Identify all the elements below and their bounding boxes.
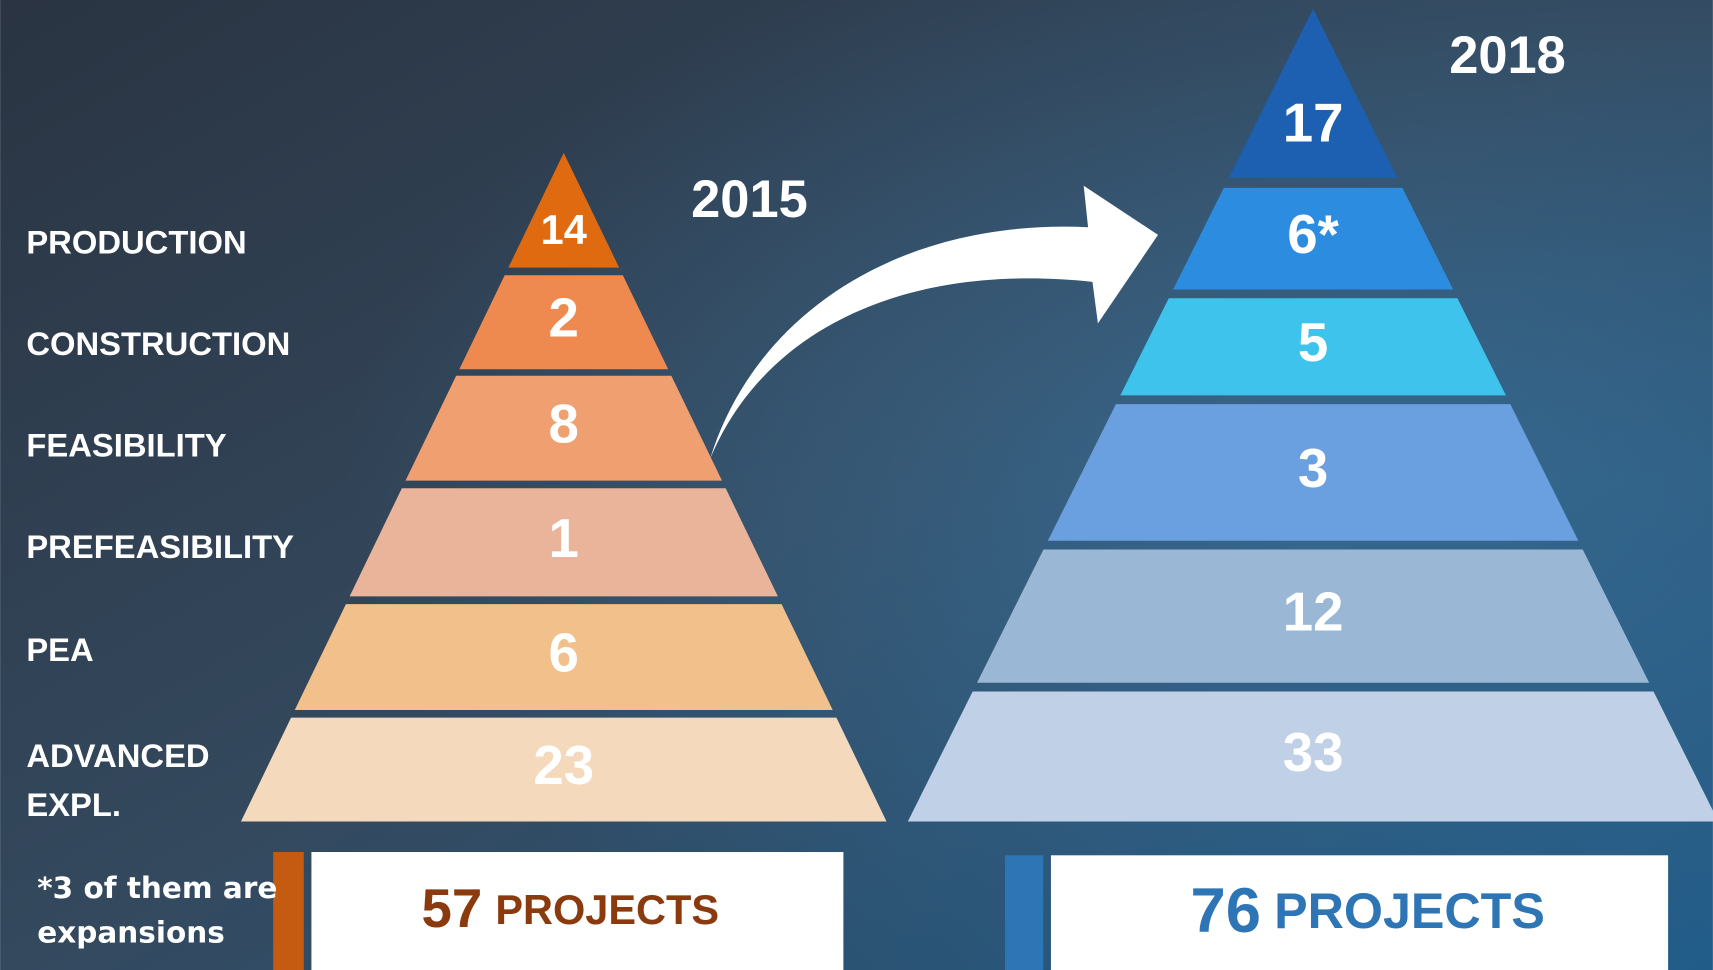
pyramid-tier [1228, 8, 1398, 179]
category-label-box: PREFEASIBILITY [26, 529, 294, 566]
value-label: 12 [1283, 582, 1344, 643]
footnote: *3 of them are expansions [37, 871, 278, 951]
category-label-box: CONSTRUCTION [26, 326, 291, 363]
pyramid-tier [907, 691, 1713, 822]
value-label: 6* [1287, 204, 1339, 265]
pyramid-tier [1120, 298, 1506, 396]
value-label: 17 [1283, 93, 1344, 154]
total-number: 57 [422, 879, 483, 940]
value-label: 14 [541, 206, 587, 253]
pyramid-tier [1047, 404, 1579, 541]
total-box [311, 852, 844, 970]
category-label: PREFEASIBILITY [26, 529, 294, 566]
pyramid-tier [349, 488, 778, 597]
total-text: 76 PROJECTS [1191, 876, 1545, 946]
value-label: 33 [1283, 722, 1344, 783]
pyramid-tier [459, 275, 669, 370]
pyramid-tier [977, 549, 1650, 683]
arrow [710, 185, 1158, 459]
pyramid-tier [1173, 187, 1454, 290]
value-label: 23 [533, 735, 594, 796]
pyramid-tier [294, 604, 833, 711]
total-number: 76 [1191, 876, 1261, 946]
accent-bar [1005, 855, 1044, 970]
category-label-box: PRODUCTION [26, 225, 247, 262]
total-label: PROJECTS [1274, 883, 1545, 939]
total-text: 57 PROJECTS [422, 879, 720, 940]
value-label: 5 [1298, 312, 1328, 373]
value-label: 1 [549, 508, 579, 569]
accent-bar [273, 852, 304, 970]
category-label: FEASIBILITY [26, 428, 227, 465]
category-label: ADVANCED EXPL. [26, 738, 210, 824]
category-label: CONSTRUCTION [26, 326, 291, 363]
value-label: 8 [549, 394, 579, 455]
category-label-box: FEASIBILITY [26, 428, 227, 465]
pyramid-tier [508, 152, 620, 268]
category-label: PRODUCTION [26, 225, 247, 262]
pyramid-tier [240, 717, 887, 822]
value-label: 3 [1298, 438, 1328, 499]
category-label: PEA [26, 632, 94, 669]
footnote-box: *3 of them are expansions [37, 871, 278, 951]
pyramid-tier [405, 375, 722, 481]
total-label: PROJECTS [495, 886, 719, 933]
value-label: 6 [549, 622, 579, 683]
category-label-box: ADVANCED EXPL. [26, 738, 210, 824]
value-label: 2 [549, 288, 579, 349]
year-title: 2018 [1449, 27, 1566, 85]
total-box [1050, 855, 1669, 970]
year-title: 2015 [691, 171, 808, 229]
category-label-box: PEA [26, 632, 94, 669]
